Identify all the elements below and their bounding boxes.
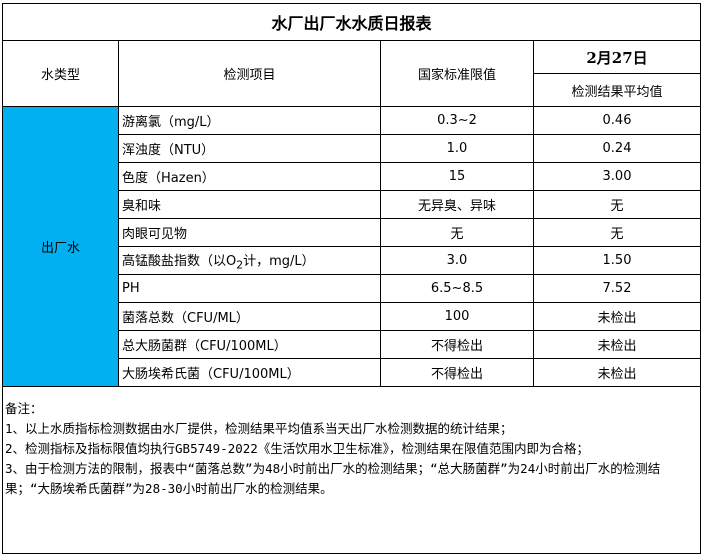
notes-section: 备注： 1、以上水质指标检测数据由水厂提供，检测结果平均值系当天出厂水检测数据的… bbox=[1, 386, 701, 554]
note-line: 2、检测指标及指标限值均执行GB5749-2022《生活饮用水卫生标准》，检测结… bbox=[5, 441, 590, 456]
item-text: 高锰酸盐指数（以O bbox=[122, 253, 237, 269]
table-row: 菌落总数（CFU/ML） 100 未检出 bbox=[3, 302, 701, 331]
result-cell: 未检出 bbox=[532, 330, 701, 359]
table-row: 肉眼可见物 无 无 bbox=[3, 218, 701, 247]
standard-cell: 15 bbox=[380, 162, 534, 191]
result-cell: 1.50 bbox=[532, 246, 701, 275]
water-quality-report-table: 水厂出厂水水质日报表 水类型 检测项目 国家标准限值 2月27日 检测结果平均值… bbox=[1, 3, 701, 554]
result-cell: 0.24 bbox=[532, 134, 701, 163]
item-cell: 菌落总数（CFU/ML） bbox=[118, 302, 381, 331]
item-cell: 肉眼可见物 bbox=[118, 218, 381, 247]
standard-cell: 100 bbox=[380, 302, 534, 331]
result-cell: 7.52 bbox=[532, 274, 701, 303]
item-cell: 高锰酸盐指数（以O2计，mg/L） bbox=[118, 246, 381, 275]
table-row: PH 6.5~8.5 7.52 bbox=[3, 274, 701, 303]
report-title: 水厂出厂水水质日报表 bbox=[1, 3, 701, 41]
standard-cell: 6.5~8.5 bbox=[380, 274, 534, 303]
item-cell: 浑浊度（NTU） bbox=[118, 134, 381, 163]
water-type-cell: 出厂水 bbox=[2, 106, 119, 387]
result-cell: 无 bbox=[532, 190, 701, 219]
result-cell: 无 bbox=[532, 218, 701, 247]
header-standard: 国家标准限值 bbox=[380, 40, 534, 107]
result-cell: 3.00 bbox=[532, 162, 701, 191]
item-cell: 大肠埃希氏菌（CFU/100ML） bbox=[118, 358, 381, 387]
table-row: 色度（Hazen） 15 3.00 bbox=[3, 162, 701, 191]
header-date: 2月27日 bbox=[532, 40, 701, 74]
header-result: 检测结果平均值 bbox=[532, 73, 701, 107]
item-cell: 色度（Hazen） bbox=[118, 162, 381, 191]
standard-cell: 0.3~2 bbox=[380, 106, 534, 135]
table-row: 臭和味 无异臭、异味 无 bbox=[3, 190, 701, 219]
table-row: 高锰酸盐指数（以O2计，mg/L） 3.0 1.50 bbox=[3, 246, 701, 275]
notes-heading: 备注： bbox=[5, 401, 43, 416]
item-cell: 臭和味 bbox=[118, 190, 381, 219]
header-water-type: 水类型 bbox=[2, 40, 119, 107]
item-cell: 总大肠菌群（CFU/100ML） bbox=[118, 330, 381, 359]
item-text: 计，mg/L） bbox=[243, 253, 315, 269]
standard-cell: 无 bbox=[380, 218, 534, 247]
standard-cell: 1.0 bbox=[380, 134, 534, 163]
result-cell: 未检出 bbox=[532, 358, 701, 387]
note-line: 3、由于检测方法的限制，报表中“菌落总数”为48小时前出厂水的检测结果；“总大肠… bbox=[5, 461, 661, 496]
item-subscript: 2 bbox=[236, 258, 244, 272]
table-row: 出厂水 游离氯（mg/L） 0.3~2 0.46 bbox=[2, 106, 701, 387]
standard-cell: 3.0 bbox=[380, 246, 534, 275]
result-cell: 0.46 bbox=[532, 106, 701, 135]
item-cell: 游离氯（mg/L） bbox=[118, 106, 381, 135]
item-cell: PH bbox=[118, 274, 381, 303]
header-item: 检测项目 bbox=[118, 40, 381, 107]
standard-cell: 无异臭、异味 bbox=[380, 190, 534, 219]
standard-cell: 不得检出 bbox=[380, 358, 534, 387]
result-cell: 未检出 bbox=[532, 302, 701, 331]
table-row: 浑浊度（NTU） 1.0 0.24 bbox=[3, 134, 701, 163]
note-line: 1、以上水质指标检测数据由水厂提供，检测结果平均值系当天出厂水检测数据的统计结果… bbox=[5, 421, 513, 436]
standard-cell: 不得检出 bbox=[380, 330, 534, 359]
table-row: 大肠埃希氏菌（CFU/100ML） 不得检出 未检出 bbox=[3, 358, 701, 387]
